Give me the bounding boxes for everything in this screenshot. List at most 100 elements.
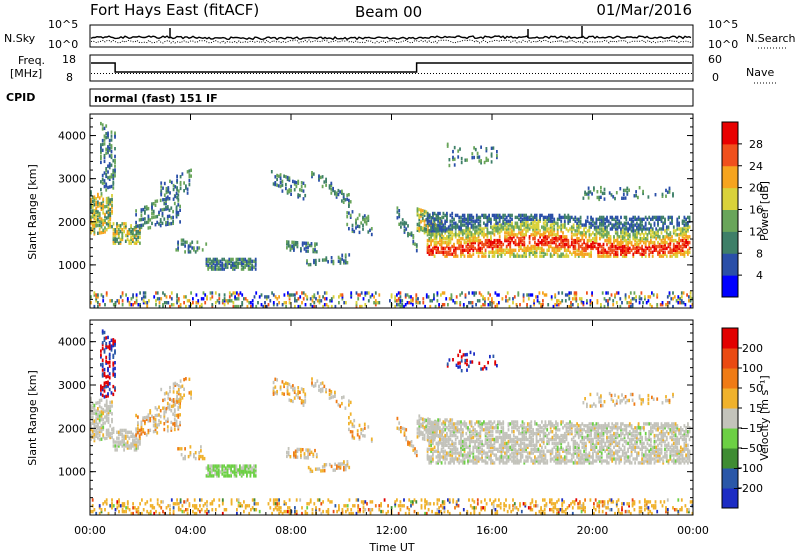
power-echo-mark xyxy=(153,210,155,213)
power-echo-mark xyxy=(583,253,585,256)
power-echo-mark xyxy=(444,225,446,228)
power-echo-mark xyxy=(453,255,455,258)
power-echo-mark xyxy=(101,293,103,296)
power-echo-mark xyxy=(504,227,506,230)
power-echo-mark xyxy=(183,301,185,304)
power-echo-mark xyxy=(485,214,487,217)
power-echo-mark xyxy=(684,223,686,226)
power-echo-mark xyxy=(229,295,231,298)
power-echo-mark xyxy=(198,246,200,249)
power-echo-mark xyxy=(142,223,144,226)
power-echo-mark xyxy=(451,216,453,219)
power-echo-mark xyxy=(490,251,492,254)
power-echo-mark xyxy=(645,222,647,225)
power-echo-mark xyxy=(605,299,607,302)
power-echo-mark xyxy=(687,241,689,244)
power-echo-mark xyxy=(590,216,592,219)
power-echo-mark xyxy=(657,251,659,254)
power-echo-mark xyxy=(222,299,224,302)
power-echo-mark xyxy=(215,291,217,294)
power-echo-mark xyxy=(513,233,515,236)
power-echo-mark xyxy=(227,299,229,302)
power-echo-mark xyxy=(114,164,116,167)
power-echo-mark xyxy=(631,218,633,221)
velocity-echo-mark xyxy=(130,431,132,434)
power-echo-mark xyxy=(169,222,171,225)
power-echo-mark xyxy=(439,243,441,246)
velocity-echo-mark xyxy=(292,384,294,387)
power-echo-mark xyxy=(438,303,440,306)
velocity-echo-mark xyxy=(404,431,406,434)
velocity-echo-mark xyxy=(111,391,113,394)
power-echo-mark xyxy=(297,193,299,196)
power-echo-mark xyxy=(634,194,636,197)
power-echo-mark xyxy=(632,253,634,256)
power-echo-mark xyxy=(657,229,659,232)
power-echo-mark xyxy=(472,249,474,252)
power-echo-mark xyxy=(541,214,543,217)
velocity-echo-mark xyxy=(446,438,448,441)
power-echo-mark xyxy=(104,303,106,306)
power-echo-mark xyxy=(308,263,310,266)
power-echo-mark xyxy=(523,293,525,296)
velocity-echo-mark xyxy=(350,430,352,433)
velocity-echo-mark xyxy=(297,456,299,459)
power-echo-mark xyxy=(622,229,624,232)
velocity-echo-mark xyxy=(106,399,108,402)
power-echo-mark xyxy=(287,291,289,294)
velocity-echo-mark xyxy=(329,463,331,466)
power-echo-mark xyxy=(228,258,230,261)
power-echo-mark xyxy=(682,247,684,250)
power-echo-mark xyxy=(291,245,293,248)
power-echo-mark xyxy=(685,222,687,225)
power-echo-mark xyxy=(515,249,517,252)
power-echo-mark xyxy=(497,214,499,217)
power-echo-mark xyxy=(180,187,182,190)
power-echo-mark xyxy=(436,218,438,221)
power-echo-mark xyxy=(622,255,624,258)
power-echo-mark xyxy=(412,234,414,237)
power-echo-mark xyxy=(456,301,458,304)
power-echo-mark xyxy=(323,180,325,183)
velocity-echo-mark xyxy=(309,449,311,452)
velocity-echo-mark xyxy=(360,432,362,435)
power-echo-mark xyxy=(343,301,345,304)
velocity-echo-mark xyxy=(170,409,172,412)
velocity-echo-mark xyxy=(104,382,106,385)
power-echo-mark xyxy=(636,231,638,234)
power-echo-mark xyxy=(137,236,139,239)
power-echo-mark xyxy=(448,251,450,254)
velocity-echo-mark xyxy=(428,440,430,443)
power-echo-mark xyxy=(439,233,441,236)
power-echo-mark xyxy=(107,165,109,168)
power-echo-mark xyxy=(431,299,433,302)
power-echo-mark xyxy=(116,230,118,233)
power-echo-mark xyxy=(467,214,469,217)
velocity-echo-mark xyxy=(359,435,361,438)
power-echo-mark xyxy=(636,218,638,221)
power-echo-mark xyxy=(476,249,478,252)
power-echo-mark xyxy=(502,297,504,300)
power-echo-mark xyxy=(107,132,109,135)
power-echo-mark xyxy=(520,237,522,240)
power-echo-mark xyxy=(522,249,524,252)
power-echo-mark xyxy=(650,229,652,232)
power-echo-mark xyxy=(338,301,340,304)
velocity-echo-mark xyxy=(155,418,157,421)
power-echo-mark xyxy=(529,216,531,219)
power-echo-mark xyxy=(480,159,482,162)
velocity-echo-mark xyxy=(92,410,94,413)
power-echo-mark xyxy=(617,231,619,234)
velocity-echo-mark xyxy=(420,431,422,434)
freq-label-line2: [MHz] xyxy=(10,67,42,80)
power-echo-mark xyxy=(114,132,116,135)
velocity-echo-marks xyxy=(90,329,693,515)
power-echo-mark xyxy=(590,243,592,246)
power-echo-mark xyxy=(667,301,669,304)
power-echo-mark xyxy=(538,220,540,223)
power-echo-mark xyxy=(362,227,364,230)
velocity-echo-mark xyxy=(102,363,104,366)
velocity-echo-mark xyxy=(428,418,430,421)
velocity-echo-mark xyxy=(460,432,462,435)
power-echo-mark xyxy=(325,184,327,187)
